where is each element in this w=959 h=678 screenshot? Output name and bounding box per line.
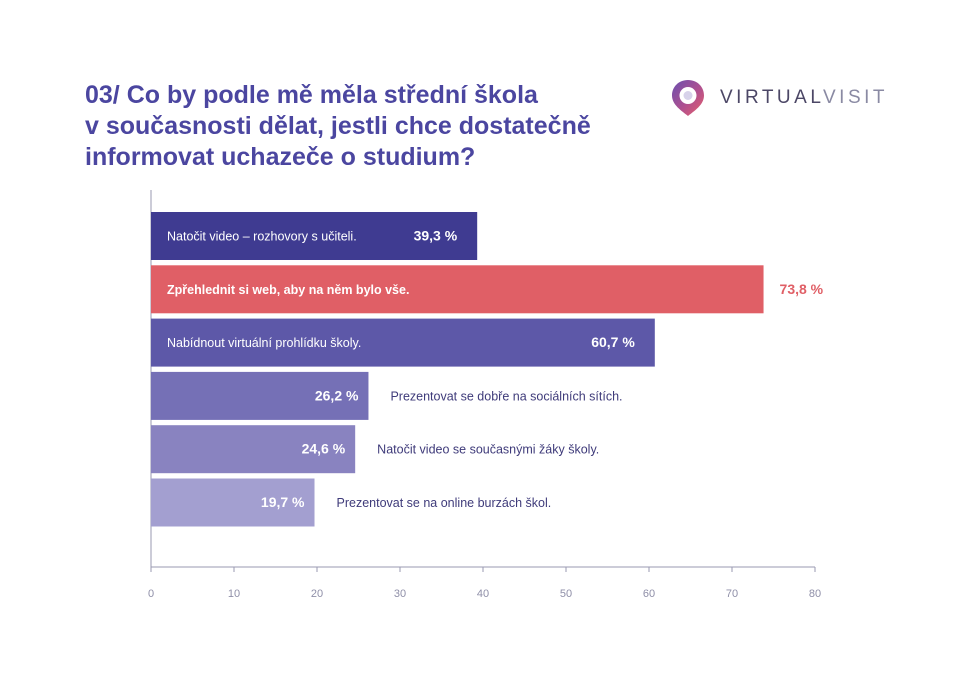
x-tick-label: 70: [726, 588, 738, 600]
bar: [151, 265, 764, 314]
x-tick-label: 80: [809, 588, 821, 600]
data-label: 19,7 %: [261, 494, 305, 510]
bar: [151, 425, 356, 474]
bar: [151, 318, 655, 367]
bar: [151, 371, 369, 420]
logo-text-visit: VISIT: [823, 87, 889, 108]
page-title: 03/ Co by podle mě měla střední škola v …: [85, 80, 665, 173]
logo-wordmark: VIRTUALVISIT: [720, 87, 888, 109]
brand-logo: VIRTUALVISIT: [670, 78, 888, 118]
data-label: 26,2 %: [315, 387, 359, 403]
data-label: 24,6 %: [302, 441, 346, 457]
data-label: 39,3 %: [414, 228, 458, 244]
bar: [151, 478, 315, 527]
title-line-2: v současnosti dělat, jestli chce dostate…: [85, 112, 591, 140]
category-label: Zpřehlednit si web, aby na něm bylo vše.: [167, 283, 409, 297]
x-tick-label: 0: [148, 588, 154, 600]
x-tick-label: 50: [560, 588, 572, 600]
x-tick-label: 30: [394, 588, 406, 600]
category-label: Prezentovat se na online burzách škol.: [337, 496, 552, 510]
x-tick-label: 60: [643, 588, 655, 600]
title-line-1: 03/ Co by podle mě měla střední škola: [85, 81, 538, 109]
category-label: Natočit video – rozhovory s učiteli.: [167, 230, 357, 244]
x-tick-label: 20: [311, 588, 323, 600]
category-label: Natočit video se současnými žáky školy.: [377, 443, 599, 457]
location-pin-logo-icon: [672, 80, 704, 116]
logo-text-virtual: VIRTUAL: [720, 87, 823, 108]
category-label: Prezentovat se dobře na sociálních sítíc…: [390, 389, 622, 403]
title-line-3: informovat uchazeče o studium?: [85, 143, 476, 171]
x-tick-label: 10: [228, 588, 240, 600]
data-label: 60,7 %: [591, 334, 635, 350]
bar: [151, 212, 478, 260]
x-tick-label: 40: [477, 588, 489, 600]
category-label: Nabídnout virtuální prohlídku školy.: [167, 336, 361, 350]
data-label: 73,8 %: [780, 281, 824, 297]
